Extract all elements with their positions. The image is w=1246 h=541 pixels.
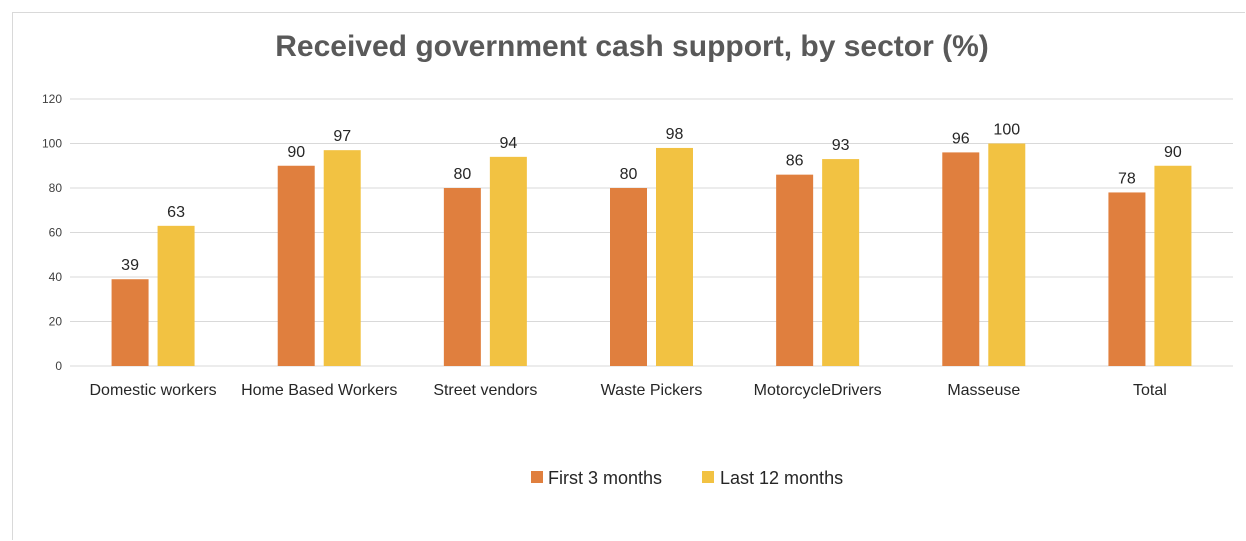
bar-first-3-months — [111, 279, 149, 366]
bar-last-12-months — [1154, 165, 1192, 366]
y-tick-label: 100 — [42, 137, 62, 151]
data-label: 80 — [453, 166, 471, 183]
data-label: 100 — [993, 122, 1020, 139]
y-tick-label: 60 — [49, 226, 63, 240]
bar-last-12-months — [323, 150, 361, 366]
bar-first-3-months — [776, 174, 814, 366]
legend-swatch — [702, 471, 714, 483]
data-label: 86 — [786, 153, 804, 170]
legend: First 3 months Last 12 months — [531, 468, 843, 488]
y-axis-ticks: 0 20 40 60 80 100 120 — [42, 92, 62, 373]
legend-label: Last 12 months — [720, 468, 843, 488]
data-label: 63 — [167, 204, 185, 221]
bar-first-3-months — [942, 152, 980, 366]
gridlines — [70, 98, 1233, 367]
bar-last-12-months — [988, 143, 1026, 366]
data-label: 78 — [1118, 170, 1136, 187]
data-label: 90 — [1164, 144, 1182, 161]
data-label: 97 — [333, 128, 351, 145]
bar-last-12-months — [822, 159, 860, 366]
y-tick-label: 80 — [49, 181, 63, 195]
data-label: 96 — [952, 130, 970, 147]
data-label: 80 — [620, 166, 638, 183]
data-label: 39 — [121, 257, 139, 274]
bar-last-12-months — [656, 147, 693, 366]
y-tick-label: 40 — [49, 270, 63, 284]
x-axis-categories: Domestic workers Home Based Workers Street… — [90, 382, 1167, 399]
legend-swatch — [531, 471, 543, 483]
data-label: 90 — [287, 144, 305, 161]
x-category-label: Street vendors — [433, 382, 537, 399]
x-category-label: Domestic workers — [90, 382, 217, 399]
bar-first-3-months — [610, 188, 647, 366]
y-tick-label: 120 — [42, 92, 62, 106]
bar-first-3-months — [443, 188, 481, 366]
x-category-label: Waste Pickers — [601, 382, 703, 399]
data-label: 94 — [499, 135, 517, 152]
y-tick-label: 0 — [55, 359, 62, 373]
y-tick-label: 20 — [49, 315, 63, 329]
data-label: 98 — [666, 126, 684, 143]
bars — [111, 143, 1192, 366]
bar-first-3-months — [1108, 192, 1146, 366]
data-label: 93 — [832, 137, 850, 154]
chart-title: Received government cash support, by sec… — [275, 30, 989, 63]
data-labels: 39 63 90 97 80 94 80 98 86 93 96 100 78 90 — [121, 122, 1182, 275]
x-category-label: Masseuse — [947, 382, 1020, 399]
x-category-label: Home Based Workers — [241, 382, 397, 399]
bar-first-3-months — [277, 165, 315, 366]
legend-label: First 3 months — [548, 468, 662, 488]
bar-last-12-months — [157, 225, 195, 366]
x-category-label: Total — [1133, 382, 1167, 399]
x-category-label: MotorcycleDrivers — [754, 382, 882, 399]
bar-last-12-months — [489, 156, 527, 366]
